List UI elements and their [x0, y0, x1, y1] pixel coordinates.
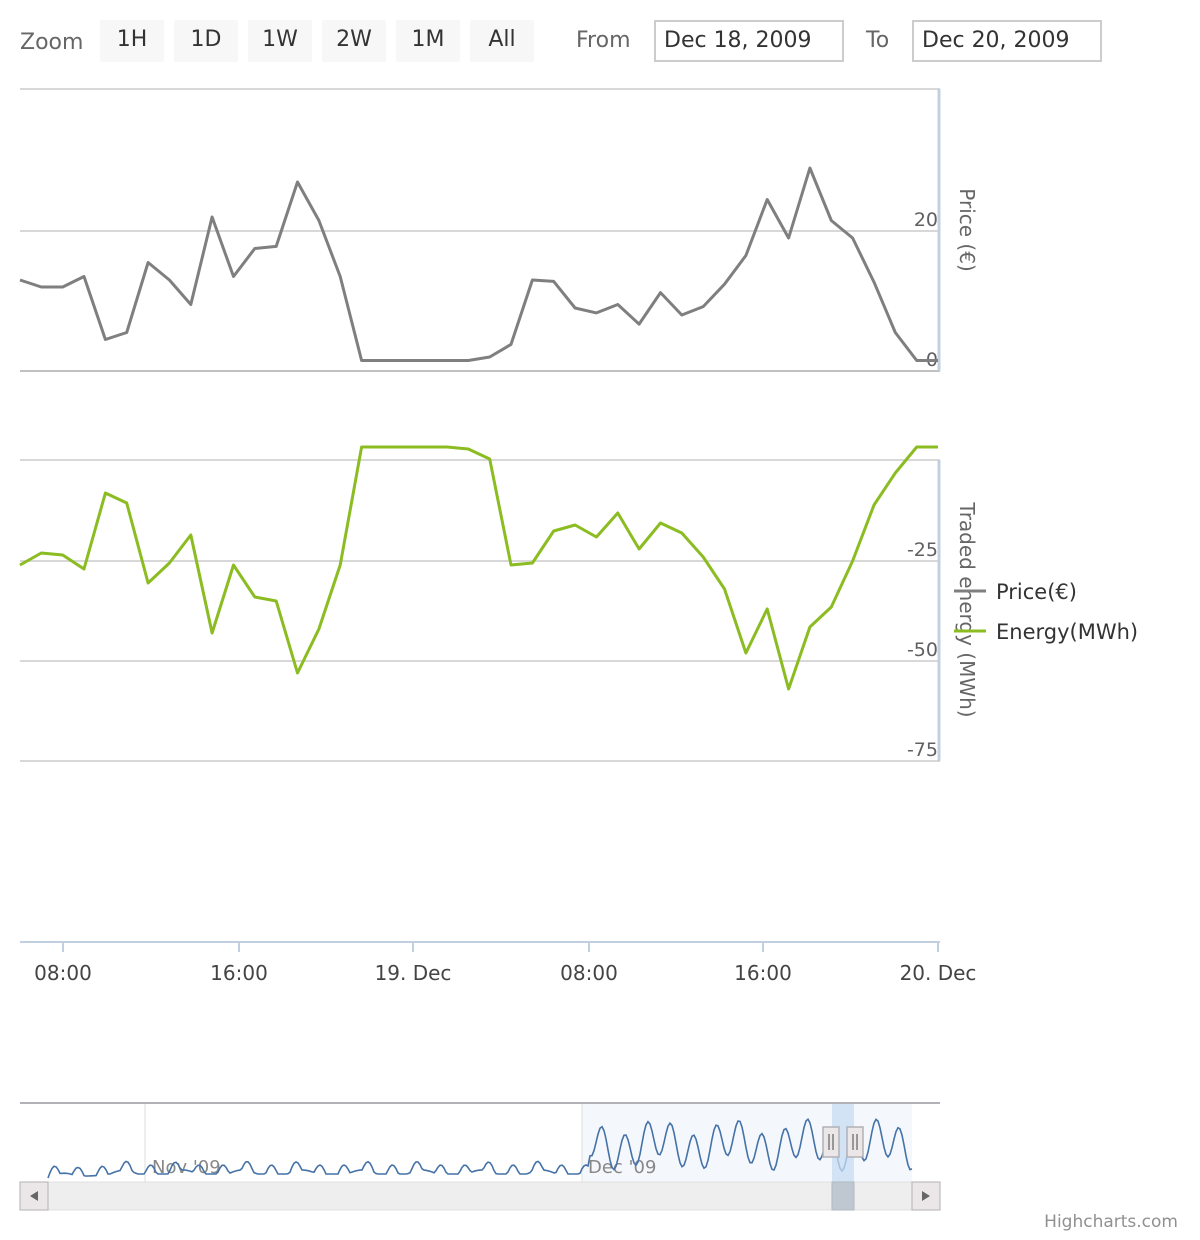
zoom-1m-button[interactable]: 1M: [396, 20, 460, 62]
x-tick-label: 20. Dec: [900, 961, 977, 985]
navigator: Nov '09 Dec '09: [20, 1102, 940, 1182]
price-series-line[interactable]: [19, 166, 938, 362]
legend-item-price[interactable]: Price(€): [954, 580, 1077, 604]
x-tick-label: 16:00: [210, 961, 268, 985]
x-tick-label: 16:00: [734, 961, 792, 985]
legend-label-price: Price(€): [996, 580, 1077, 604]
price-axis-title: Price (€): [955, 188, 979, 271]
scrollbar-right-button[interactable]: [911, 1181, 941, 1211]
navigator-selected-range[interactable]: [832, 1104, 854, 1182]
energy-tick-label-minus25: -25: [907, 539, 938, 561]
energy-series-line[interactable]: [19, 445, 938, 691]
zoom-2w-button[interactable]: 2W: [322, 20, 386, 62]
x-tick-label: 08:00: [560, 961, 618, 985]
navigator-label-dec: Dec '09: [588, 1157, 656, 1178]
arrow-right-icon: [922, 1191, 930, 1201]
x-tick-label: 08:00: [34, 961, 92, 985]
to-date-input[interactable]: Dec 20, 2009: [912, 20, 1102, 62]
energy-pane: -25 -50 -75 Traded energy (MWh): [19, 445, 979, 762]
navigator-handle-left[interactable]: [822, 1126, 840, 1158]
scrollbar-left-button[interactable]: [19, 1181, 49, 1211]
energy-axis-title: Traded energy (MWh): [955, 501, 979, 717]
scrollbar-track[interactable]: [19, 1181, 941, 1211]
arrow-left-icon: [30, 1191, 38, 1201]
from-label: From: [576, 28, 631, 53]
legend: Price(€) Energy(MWh): [954, 580, 1138, 644]
x-axis: 08:00 16:00 19. Dec 08:00 16:00 20. Dec: [20, 941, 977, 985]
navigator-label-nov: Nov '09: [152, 1157, 221, 1178]
from-date-input[interactable]: Dec 18, 2009: [654, 20, 844, 62]
navigator-handle-right[interactable]: [846, 1126, 864, 1158]
legend-item-energy[interactable]: Energy(MWh): [954, 620, 1138, 644]
energy-tick-label-minus50: -50: [907, 639, 938, 661]
scrollbar: [19, 1181, 941, 1211]
to-label: To: [866, 28, 890, 53]
price-tick-label-20: 20: [914, 209, 938, 231]
credits-link[interactable]: Highcharts.com: [1044, 1212, 1178, 1232]
x-tick-label: 19. Dec: [375, 961, 452, 985]
energy-tick-label-minus75: -75: [907, 739, 938, 761]
navigator-series-line: [47, 1117, 913, 1179]
zoom-1h-button[interactable]: 1H: [100, 20, 164, 62]
zoom-label: Zoom: [20, 30, 84, 55]
range-selector: Zoom 1H 1D 1W 2W 1M All From Dec 18, 200…: [0, 0, 1200, 80]
zoom-all-button[interactable]: All: [470, 20, 534, 62]
zoom-1d-button[interactable]: 1D: [174, 20, 238, 62]
zoom-1w-button[interactable]: 1W: [248, 20, 312, 62]
legend-label-energy: Energy(MWh): [996, 620, 1138, 644]
price-pane: 20 0 Price (€): [19, 88, 979, 372]
scrollbar-thumb[interactable]: [831, 1181, 855, 1211]
